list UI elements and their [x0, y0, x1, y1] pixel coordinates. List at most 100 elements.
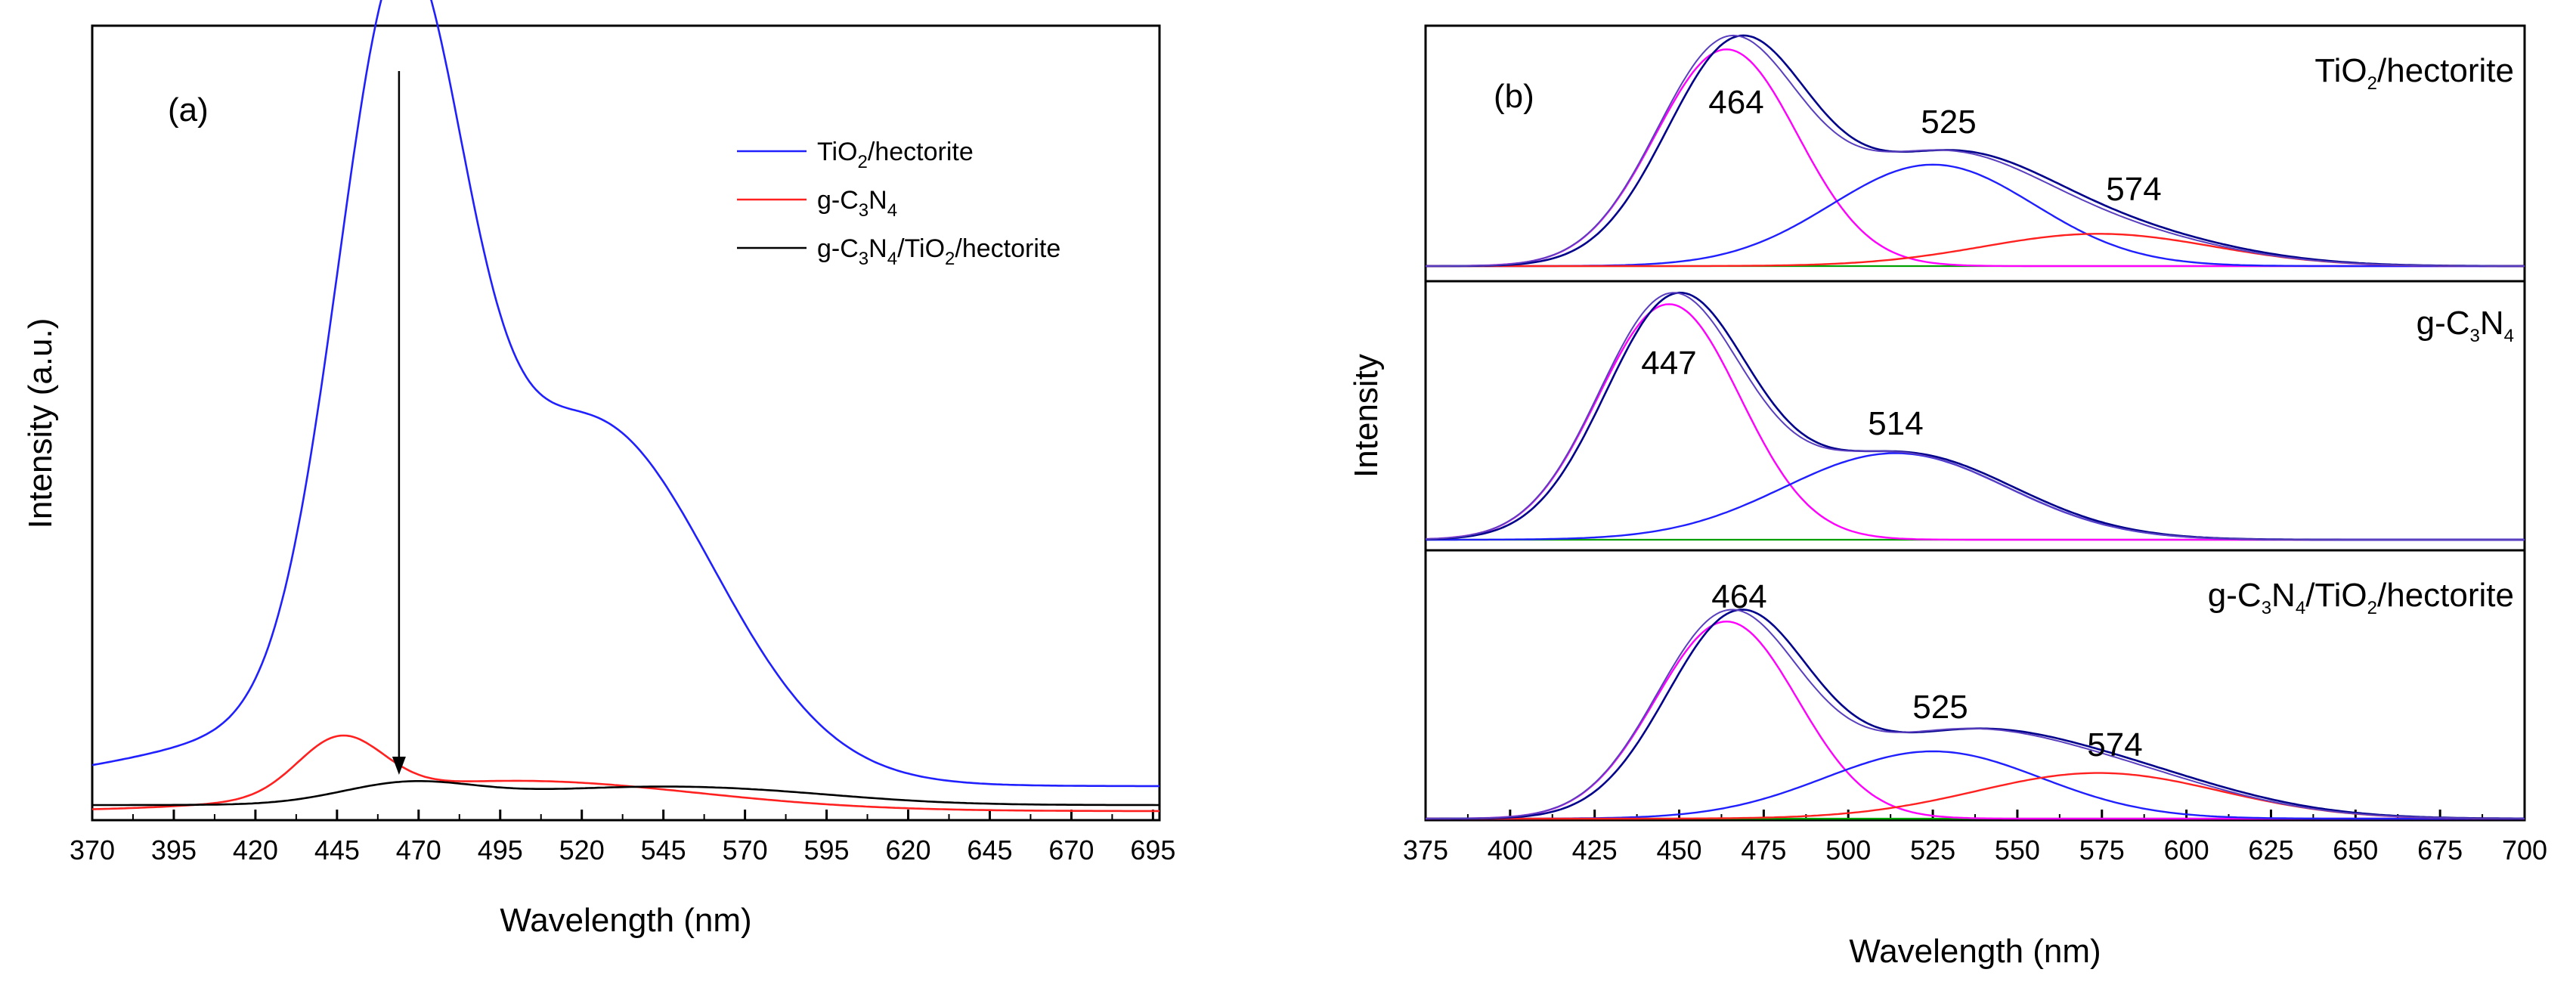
panel-a-x-tick-label: 370 [70, 835, 115, 866]
panel-a-x-tick-label: 545 [641, 835, 686, 866]
peak-label: 447 [1641, 345, 1696, 382]
peak-label: 574 [2087, 726, 2142, 763]
panel-a-x-tick-label: 420 [233, 835, 278, 866]
panel-b-x-tick-label: 675 [2417, 835, 2463, 866]
fit-component-464 [1426, 620, 2525, 820]
peak-label: 525 [1921, 104, 1976, 141]
sample-label-part: N [2271, 577, 2296, 614]
peak-label: 464 [1708, 84, 1763, 121]
panel-a-label: (a) [168, 91, 209, 129]
panel-a-legend: TiO2/hectoriteg-C3N4g-C3N4/TiO2/hectorit… [737, 138, 1060, 269]
panel-b-x-tick-label: 450 [1656, 835, 1701, 866]
legend-label-tio2: TiO2/hectorite [817, 138, 974, 172]
panel-b-label: (b) [1494, 78, 1534, 115]
panel-a-curves [91, 0, 1160, 813]
sample-label: g-C3N4 [2417, 305, 2514, 346]
panel-b-x-tick-label: 575 [2079, 835, 2125, 866]
fit-component-514 [1426, 452, 2525, 541]
fit-component-574 [1426, 772, 2525, 820]
panel-a-arrow [392, 71, 406, 775]
legend-label-comp-part: 2 [945, 249, 955, 269]
panel-b-x-tick-label: 525 [1910, 835, 1955, 866]
panel-a-x-tick-label: 670 [1048, 835, 1094, 866]
panel-b-x-axis-title: Wavelength (nm) [1849, 933, 2101, 970]
sample-label-part: 4 [2504, 326, 2514, 346]
legend-label-comp-part: 4 [887, 249, 897, 269]
sample-label-part: /TiO [2305, 577, 2367, 614]
fit-component-525 [1426, 750, 2525, 820]
panel-a-y-axis-title: Intensity (a.u.) [22, 318, 59, 529]
legend-label-comp-part: /hectorite [955, 234, 1060, 263]
fit-sum-line [1425, 292, 2525, 540]
fit-sum-line [1426, 34, 2525, 267]
panel-b-x-tick-label: 425 [1572, 835, 1618, 866]
sample-label-part: 4 [2296, 598, 2305, 618]
series-line-gcn [91, 734, 1160, 813]
panel-a-x-tick-label: 470 [396, 835, 441, 866]
sample-label: TiO2/hectorite [2314, 52, 2514, 94]
sample-label-part: g-C [2208, 577, 2262, 614]
sample-label-part: 2 [2367, 598, 2377, 618]
legend-label-tio2-part: TiO [817, 138, 858, 166]
sample-label-part: 2 [2367, 73, 2377, 94]
panel-b-x-tick-label: 400 [1488, 835, 1533, 866]
panel-b-y-axis-title: Intensity [1348, 354, 1385, 478]
panel-b: 375 400 425 450 475 500 525 550 575 600 625 650 675 7… [1348, 24, 2547, 970]
sample-label-part: 3 [2262, 598, 2271, 618]
panel-a-x-tick-label: 495 [478, 835, 523, 866]
peak-label: 574 [2106, 171, 2161, 208]
panel-a-x-tick-label: 645 [967, 835, 1012, 866]
panel-b-labels: TiO2/hectorite464525574g-C3N4447514g-C3N… [1641, 52, 2514, 763]
sample-label-part: g-C [2417, 305, 2470, 342]
panel-b-x-tick-label: 600 [2164, 835, 2209, 866]
legend-label-comp-part: g-C [817, 234, 859, 263]
panel-a-x-tick-label: 570 [723, 835, 768, 866]
legend-label-gcn-part: g-C [817, 186, 859, 215]
legend-label-comp-part: 3 [859, 249, 868, 269]
panel-b-x-tick-label: 625 [2248, 835, 2293, 866]
legend-label-comp-part: N [868, 234, 887, 263]
panel-a: 370 395 420 445 470 495 520 545 570 595 620 645 670 6… [22, 0, 1175, 939]
legend-label-gcn-part: N [868, 186, 887, 215]
series-line-comp [92, 780, 1160, 807]
sample-label-part: TiO [2314, 52, 2367, 89]
panel-a-x-tick-label: 695 [1130, 835, 1175, 866]
panel-a-frame [91, 24, 1161, 822]
panel-a-x-tick-label: 595 [804, 835, 850, 866]
legend-label-tio2-part: /hectorite [868, 138, 974, 166]
panel-b-x-ticks: 375 400 425 450 475 500 525 550 575 600 625 650 675 7… [1403, 810, 2547, 866]
panel-b-x-tick-label: 375 [1403, 835, 1448, 866]
sample-label-part: 3 [2470, 326, 2480, 346]
legend-label-comp: g-C3N4/TiO2/hectorite [817, 234, 1060, 269]
panel-a-x-ticks: 370 395 420 445 470 495 520 545 570 595 620 645 670 6… [70, 810, 1175, 866]
legend-label-gcn-part: 4 [887, 200, 897, 221]
decrease-arrow-head [392, 756, 406, 775]
sample-label: g-C3N4/TiO2/hectorite [2208, 577, 2514, 618]
series-line-tio2 [91, 0, 1160, 788]
legend-label-gcn: g-C3N4 [817, 186, 897, 221]
panel-b-x-tick-label: 550 [1995, 835, 2040, 866]
panel-a-x-tick-label: 520 [559, 835, 605, 866]
panel-a-x-tick-label: 445 [314, 835, 360, 866]
panel-b-x-tick-label: 500 [1825, 835, 1871, 866]
sample-label-part: /hectorite [2377, 52, 2514, 89]
legend-label-comp-part: /TiO [897, 234, 945, 263]
panel-b-x-tick-label: 700 [2502, 835, 2547, 866]
panel-b-curves [1425, 34, 2525, 820]
legend-label-tio2-part: 2 [858, 152, 868, 172]
peak-label: 525 [1912, 689, 1968, 726]
peak-label: 514 [1868, 405, 1923, 442]
sample-label-part: /hectorite [2377, 577, 2514, 614]
sample-label-part: N [2480, 305, 2504, 342]
peak-label: 464 [1711, 578, 1766, 615]
measured-envelope-line [1425, 291, 2525, 541]
panel-b-x-tick-label: 650 [2333, 835, 2378, 866]
legend-label-gcn-part: 3 [859, 200, 868, 221]
panel-a-x-tick-label: 395 [151, 835, 197, 866]
fit-component-525 [1426, 163, 2525, 268]
fit-sum-line [1426, 609, 2525, 819]
panel-a-x-axis-title: Wavelength (nm) [500, 902, 751, 939]
panel-a-x-tick-label: 620 [885, 835, 930, 866]
panel-b-x-tick-label: 475 [1741, 835, 1786, 866]
